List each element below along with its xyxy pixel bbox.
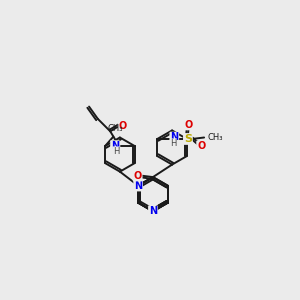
Text: CH₃: CH₃	[207, 133, 223, 142]
Text: CH₃: CH₃	[107, 124, 123, 133]
Text: O: O	[184, 119, 193, 130]
Text: H: H	[170, 139, 177, 148]
Text: N: N	[149, 206, 157, 216]
Text: N: N	[111, 141, 119, 151]
Text: N: N	[134, 181, 142, 190]
Text: O: O	[118, 121, 127, 131]
Text: H: H	[113, 147, 119, 156]
Text: O: O	[197, 141, 205, 151]
Text: N: N	[170, 133, 178, 142]
Text: O: O	[134, 171, 142, 181]
Text: S: S	[184, 134, 192, 144]
